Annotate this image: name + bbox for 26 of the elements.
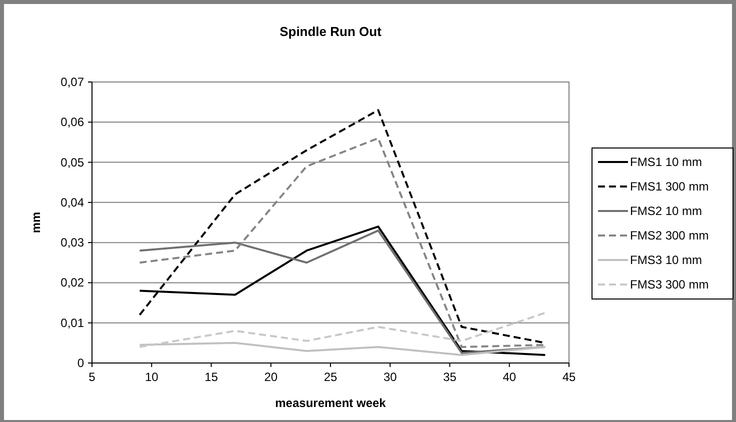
x-tick-label: 45 — [562, 370, 576, 384]
y-tick-label: 0,02 — [60, 276, 84, 290]
y-tick-label: 0,03 — [60, 236, 84, 250]
y-tick-label: 0,04 — [60, 195, 84, 210]
x-tick-label: 15 — [204, 370, 218, 384]
y-tick-label: 0,07 — [60, 75, 84, 89]
y-tick-label: 0,01 — [60, 316, 84, 330]
chart-title: Spindle Run Out — [280, 24, 382, 39]
y-tick-label: 0 — [77, 356, 84, 370]
y-axis-title: mm — [29, 212, 43, 234]
x-tick-label: 30 — [383, 370, 398, 384]
legend-label: FMS2 10 mm — [630, 204, 702, 218]
x-tick-label: 35 — [443, 370, 457, 384]
legend-label: FMS1 300 mm — [630, 180, 709, 194]
legend-label: FMS2 300 mm — [630, 228, 709, 242]
y-tick-label: 0,05 — [60, 155, 84, 170]
legend-label: FMS1 10 mm — [630, 155, 702, 169]
y-tick-label: 0,06 — [60, 115, 84, 130]
x-tick-label: 40 — [502, 370, 516, 384]
x-axis-title: measurement week — [275, 396, 386, 410]
x-tick-label: 20 — [264, 370, 278, 384]
legend-label: FMS3 300 mm — [630, 278, 709, 292]
x-tick-label: 5 — [88, 370, 96, 384]
x-tick-label: 25 — [324, 370, 338, 384]
x-tick-label: 10 — [144, 370, 159, 384]
legend-label: FMS3 10 mm — [630, 253, 702, 267]
